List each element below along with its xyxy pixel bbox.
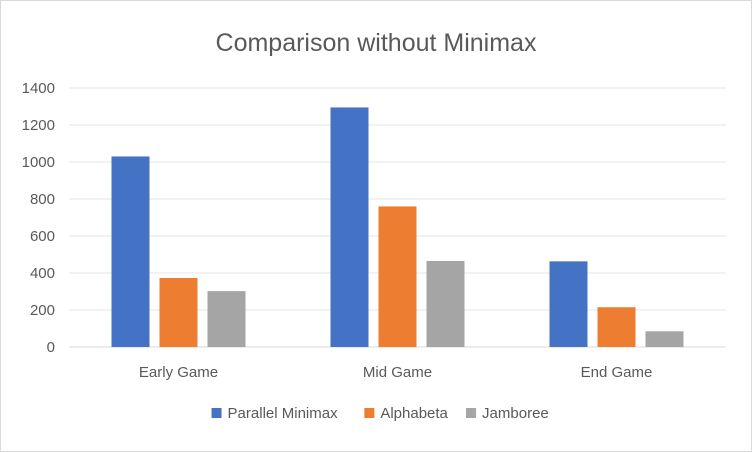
bar [207,291,246,347]
legend-label: Jamboree [482,405,549,422]
bars [111,107,684,347]
bar [330,107,369,347]
legend: Parallel Minimax Alphabeta Jamboree [211,405,549,422]
x-axis-ticks: Early Game Mid Game End Game [139,364,652,381]
y-tick-label: 1000 [22,154,55,171]
y-tick-label: 1400 [22,80,55,97]
x-tick-label: End Game [581,364,653,381]
bar [159,277,198,347]
bar [645,331,684,347]
bar [426,260,465,347]
x-tick-label: Early Game [139,364,218,381]
bar [549,261,588,347]
x-tick-label: Mid Game [363,364,432,381]
y-tick-label: 400 [30,265,55,282]
y-tick-label: 800 [30,191,55,208]
legend-label: Alphabeta [380,405,448,422]
bar [111,156,150,347]
legend-label: Parallel Minimax [228,405,339,422]
y-tick-label: 1200 [22,117,55,134]
y-tick-label: 0 [47,339,55,356]
y-tick-label: 200 [30,302,55,319]
chart-title: Comparison without Minimax [216,29,537,57]
bar [378,206,417,347]
y-axis-ticks: 0 200 400 600 800 1000 1200 1400 [22,80,55,356]
legend-swatch [466,408,477,418]
bar [597,307,636,347]
legend-swatch [364,408,375,418]
y-tick-label: 600 [30,228,55,245]
legend-swatch [211,408,222,418]
